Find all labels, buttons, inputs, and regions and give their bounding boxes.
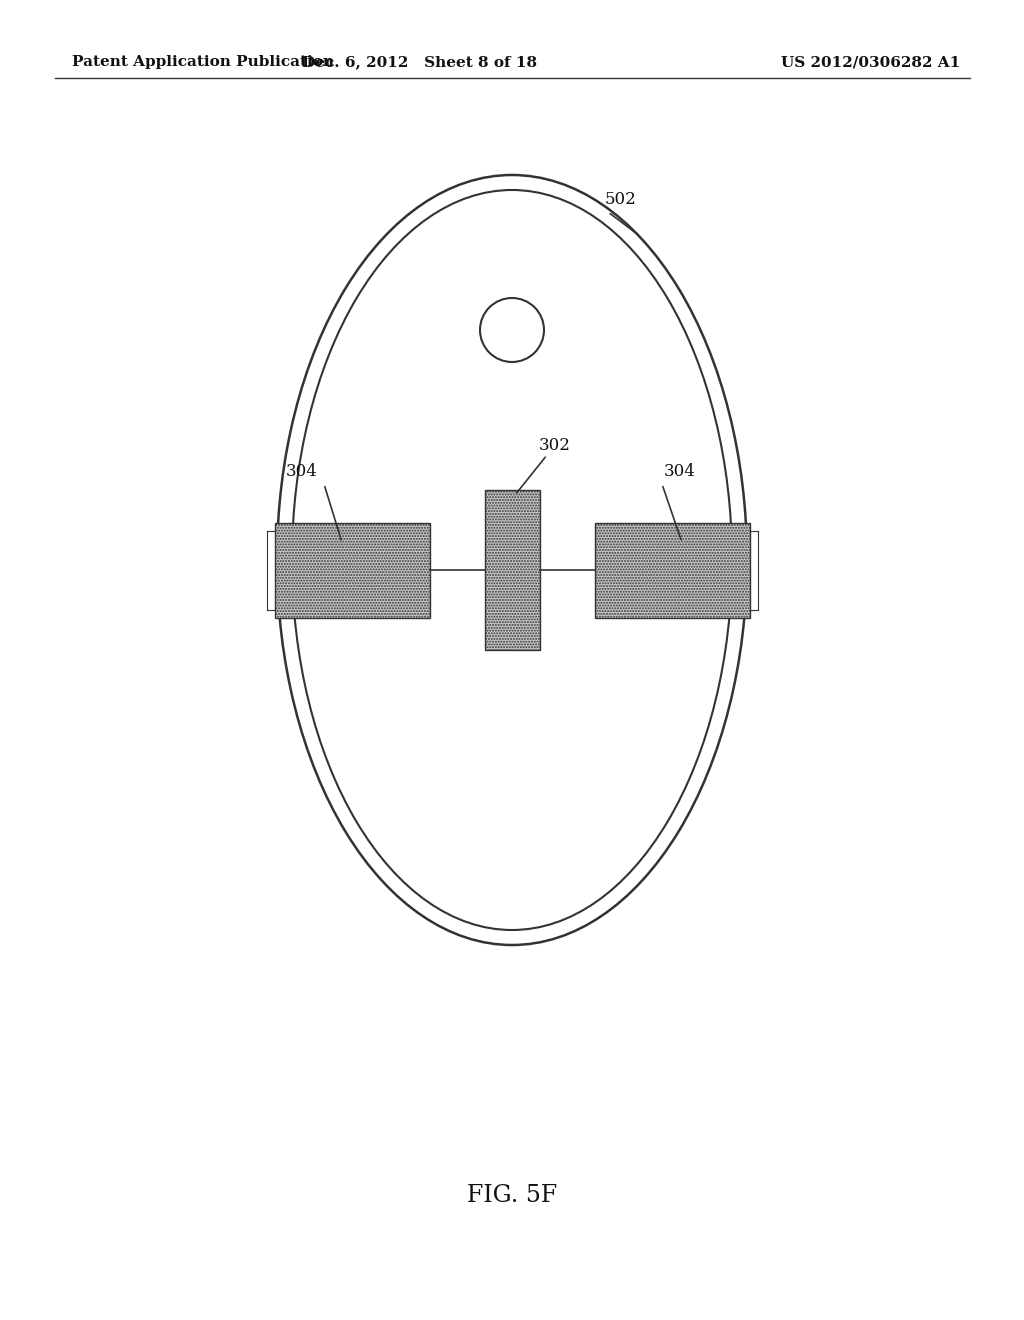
- Bar: [595, 523, 750, 618]
- Text: 304: 304: [664, 463, 696, 480]
- Bar: [484, 490, 540, 649]
- Text: FIG. 5F: FIG. 5F: [467, 1184, 557, 1206]
- Text: 304: 304: [286, 463, 317, 480]
- Text: Dec. 6, 2012   Sheet 8 of 18: Dec. 6, 2012 Sheet 8 of 18: [302, 55, 538, 69]
- Bar: [274, 523, 429, 618]
- Text: Patent Application Publication: Patent Application Publication: [72, 55, 334, 69]
- Circle shape: [480, 298, 544, 362]
- Text: 502: 502: [604, 191, 636, 209]
- Text: 302: 302: [539, 437, 571, 454]
- Text: US 2012/0306282 A1: US 2012/0306282 A1: [780, 55, 961, 69]
- Ellipse shape: [292, 190, 732, 931]
